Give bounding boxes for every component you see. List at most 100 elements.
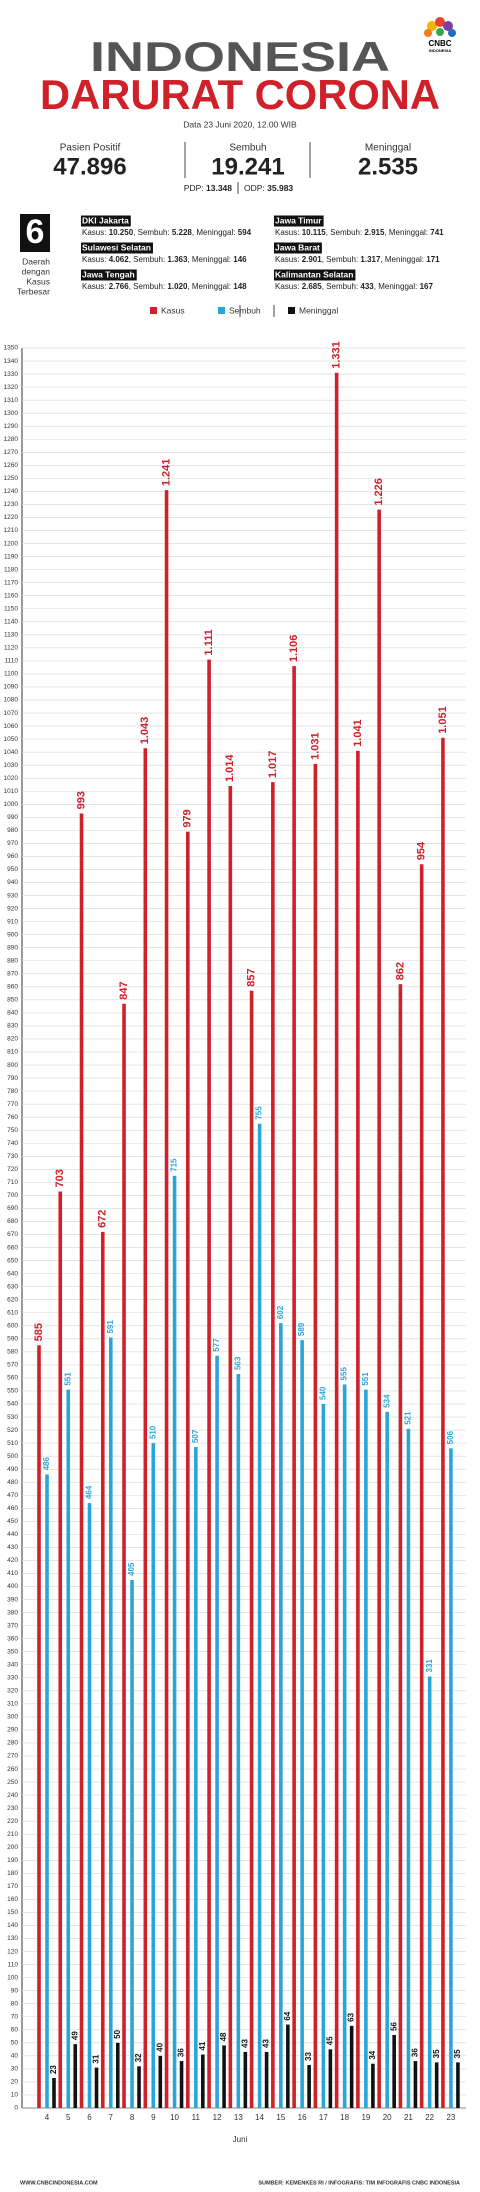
- data-label: 847: [118, 981, 130, 999]
- data-label: 979: [182, 809, 194, 827]
- bar: [207, 659, 211, 2108]
- y-tick-label: 220: [7, 1818, 18, 1825]
- y-tick-label: 990: [7, 814, 18, 821]
- label-text: , Sembuh:: [129, 282, 168, 291]
- bar: [364, 1389, 368, 2108]
- y-tick-label: 660: [7, 1244, 18, 1251]
- logo-text: CNBC: [428, 39, 451, 48]
- y-tick-label: 1270: [4, 449, 19, 456]
- y-tick-label: 270: [7, 1753, 18, 1760]
- data-label: 48: [219, 2032, 228, 2041]
- region-detail: Kasus: 2.766, Sembuh: 1.020, Meninggal: …: [82, 282, 247, 291]
- data-label: 49: [70, 2031, 79, 2040]
- y-tick-label: 850: [7, 997, 18, 1004]
- bar: [52, 2078, 56, 2108]
- bar: [79, 813, 84, 2108]
- data-label: 954: [416, 841, 428, 860]
- value-text: 2.901: [302, 255, 323, 264]
- y-tick-label: 1190: [4, 553, 18, 560]
- bar: [151, 1443, 156, 2108]
- y-tick-label: 350: [7, 1648, 18, 1655]
- pdp-odp: ODP: 35.983: [244, 183, 293, 193]
- data-label: 34: [368, 2050, 377, 2059]
- y-tick-label: 1040: [4, 749, 19, 756]
- value-text: 2.915: [364, 228, 385, 237]
- data-label: 602: [276, 1305, 285, 1319]
- x-tick-label: 5: [66, 2113, 71, 2122]
- region-detail: Kasus: 4.062, Sembuh: 1.363, Meninggal: …: [82, 255, 247, 264]
- bar: [271, 782, 275, 2109]
- y-tick-label: 1180: [4, 566, 18, 573]
- y-tick-label: 1150: [4, 605, 18, 612]
- data-label: 1.226: [373, 478, 385, 506]
- label-text: Kasus:: [275, 255, 302, 264]
- y-tick-label: 400: [7, 1583, 18, 1590]
- y-tick-label: 200: [7, 1844, 18, 1851]
- bar: [243, 2051, 248, 2108]
- data-label: 43: [262, 2038, 271, 2047]
- region-detail: Kasus: 2.685, Sembuh: 433, Meninggal: 16…: [275, 282, 433, 291]
- x-tick-label: 21: [404, 2113, 413, 2122]
- y-tick-label: 1320: [4, 384, 19, 391]
- x-tick-label: 6: [87, 2113, 92, 2122]
- data-label: 36: [177, 2048, 186, 2057]
- label-text: , Sembuh:: [133, 228, 172, 237]
- bar: [286, 2024, 290, 2108]
- x-tick-label: 19: [361, 2113, 370, 2122]
- bar: [158, 2055, 163, 2108]
- y-tick-label: 1050: [4, 736, 19, 743]
- x-tick-label: 10: [170, 2113, 179, 2122]
- y-tick-label: 650: [7, 1257, 18, 1264]
- label-text: Kasus:: [275, 282, 302, 291]
- data-label: 23: [49, 2065, 58, 2074]
- data-label: 589: [297, 1322, 306, 1336]
- bar: [37, 1345, 41, 2108]
- x-tick-label: 23: [446, 2113, 455, 2122]
- data-label: 405: [127, 1562, 136, 1576]
- value-text: 10.250: [109, 228, 134, 237]
- y-tick-label: 30: [11, 2066, 19, 2073]
- y-tick-label: 730: [7, 1153, 18, 1160]
- data-label: 862: [394, 962, 406, 980]
- label-text: Kasus:: [82, 255, 109, 264]
- bar: [427, 1676, 432, 2108]
- data-label: 1.014: [224, 754, 236, 782]
- y-tick-label: 460: [7, 1505, 18, 1512]
- y-tick-label: 1300: [4, 410, 19, 417]
- y-tick-label: 710: [7, 1179, 18, 1186]
- data-label: 551: [63, 1372, 72, 1386]
- y-tick-label: 1170: [4, 579, 18, 586]
- label-text: , Meninggal:: [187, 255, 233, 264]
- bar: [385, 1411, 389, 2108]
- bar: [179, 2061, 184, 2108]
- region-name-bg: [81, 215, 131, 227]
- bar: [419, 864, 424, 2109]
- region-name: Jawa Tengah: [82, 269, 135, 279]
- bar: [300, 1340, 304, 2108]
- bar: [292, 666, 296, 2108]
- label-text: Kasus:: [275, 228, 302, 237]
- y-tick-label: 230: [7, 1805, 18, 1812]
- bar: [342, 1384, 347, 2108]
- y-tick-label: 1070: [4, 710, 19, 717]
- value-text: 10.115: [302, 228, 327, 237]
- label-text: , Meninggal:: [187, 282, 233, 291]
- y-tick-label: 120: [7, 1948, 18, 1955]
- y-tick-label: 780: [7, 1088, 18, 1095]
- bar: [130, 1580, 134, 2108]
- label-text: , Meninggal:: [380, 255, 426, 264]
- y-tick-label: 1310: [4, 397, 19, 404]
- y-tick-label: 530: [7, 1414, 18, 1421]
- y-tick-label: 410: [7, 1570, 18, 1577]
- y-tick-label: 390: [7, 1596, 18, 1603]
- data-label: 1.043: [139, 717, 151, 745]
- y-tick-label: 1120: [4, 645, 18, 652]
- logo-petal: [424, 29, 432, 37]
- y-tick-label: 1000: [4, 801, 19, 808]
- value-text: 35.983: [267, 183, 293, 193]
- y-tick-label: 590: [7, 1336, 18, 1343]
- y-tick-label: 1340: [4, 358, 19, 365]
- x-tick-label: 12: [213, 2113, 222, 2122]
- bar: [94, 2067, 99, 2108]
- bar: [100, 1231, 105, 2108]
